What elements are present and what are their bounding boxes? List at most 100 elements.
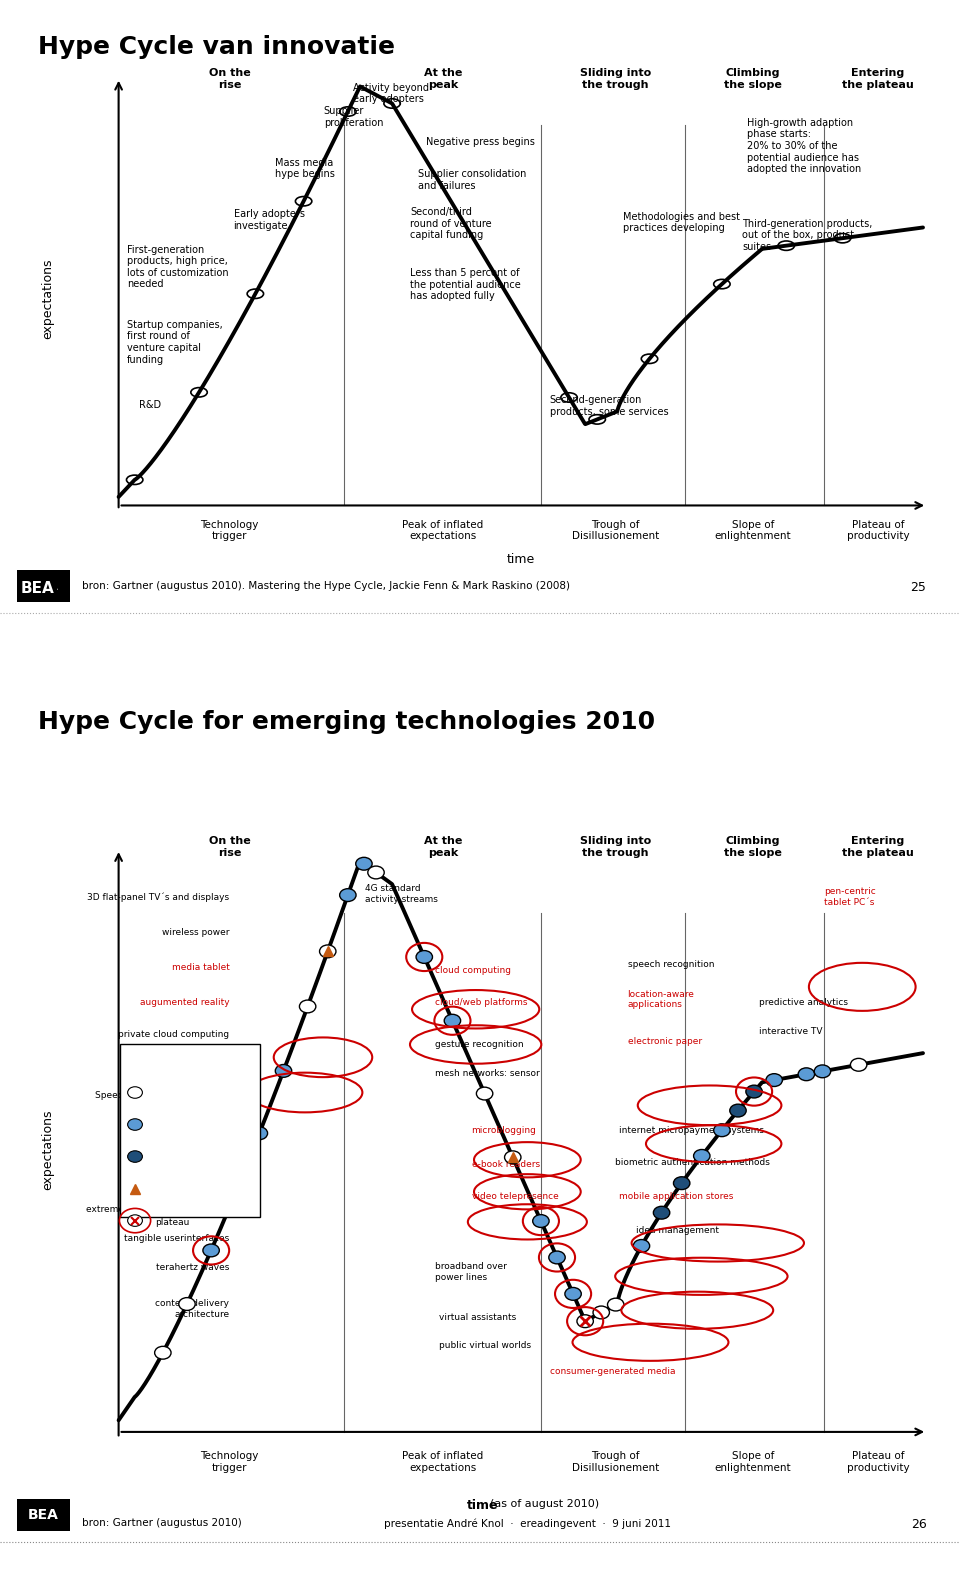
Text: Trough of
Disillusionement: Trough of Disillusionement: [571, 519, 659, 542]
Text: (as of august 2010): (as of august 2010): [491, 1499, 599, 1509]
Text: tangible userinterfaces: tangible userinterfaces: [124, 1235, 229, 1243]
Text: Peak of inflated
expectations: Peak of inflated expectations: [402, 519, 484, 542]
Circle shape: [356, 857, 372, 870]
Circle shape: [533, 1214, 549, 1228]
Text: Second/third
round of venture
capital funding: Second/third round of venture capital fu…: [410, 207, 492, 241]
Text: presentatie André Knol  ·  ereadingevent  ·  9 juni 2011: presentatie André Knol · ereadingevent ·…: [384, 1518, 671, 1529]
Text: BEA: BEA: [21, 581, 55, 596]
Circle shape: [564, 1287, 582, 1300]
Text: Hype Cycle for emerging technologies 2010: Hype Cycle for emerging technologies 201…: [38, 710, 656, 734]
Text: microblogging: microblogging: [471, 1126, 537, 1136]
Circle shape: [416, 951, 433, 964]
Text: First-generation
products, high price,
lots of customization
needed: First-generation products, high price, l…: [127, 245, 228, 290]
Circle shape: [798, 1067, 815, 1080]
Text: e-book readers: e-book readers: [471, 1160, 540, 1169]
Text: idea management: idea management: [636, 1225, 719, 1235]
Text: private cloud computing: private cloud computing: [118, 1031, 229, 1039]
Text: internet TV: internet TV: [179, 1061, 229, 1070]
Text: Entering
the plateau: Entering the plateau: [842, 68, 914, 91]
Circle shape: [577, 1314, 593, 1327]
Text: Supplier consolidation
and failures: Supplier consolidation and failures: [419, 169, 527, 191]
Circle shape: [276, 1064, 292, 1077]
Text: Mass media
hype begins: Mass media hype begins: [275, 158, 334, 180]
Text: social analytics: social analytics: [160, 1147, 229, 1157]
Text: 2 to 5 years: 2 to 5 years: [156, 1117, 209, 1126]
Text: mobile application stores: mobile application stores: [619, 1192, 733, 1201]
Text: internet micropayment systems: internet micropayment systems: [619, 1126, 764, 1136]
Text: On the
rise: On the rise: [208, 836, 251, 859]
Text: 4G standard
activity streams: 4G standard activity streams: [365, 884, 438, 903]
Text: Startup companies,
first round of
venture capital
funding: Startup companies, first round of ventur…: [127, 320, 223, 365]
Text: Negative press begins: Negative press begins: [426, 137, 536, 147]
Circle shape: [634, 1239, 650, 1252]
Text: broadband over
power lines: broadband over power lines: [435, 1262, 507, 1281]
Text: obsolete before
plateau: obsolete before plateau: [156, 1207, 227, 1227]
Text: electronic paper: electronic paper: [628, 1037, 702, 1045]
Text: Less than 5 percent of
the potential audience
has adopted fully: Less than 5 percent of the potential aud…: [410, 268, 520, 301]
Text: Activity beyond
early adopters: Activity beyond early adopters: [352, 83, 428, 104]
Text: context delivery
architecture: context delivery architecture: [156, 1300, 229, 1319]
Circle shape: [814, 1066, 830, 1078]
Text: time: time: [467, 1499, 498, 1512]
Text: speech recognition: speech recognition: [628, 961, 714, 969]
Text: cloud computing: cloud computing: [435, 967, 511, 975]
Text: Slope of
enlightenment: Slope of enlightenment: [715, 1451, 791, 1472]
Text: Climbing
the slope: Climbing the slope: [724, 836, 782, 859]
Text: public virtual worlds: public virtual worlds: [439, 1341, 531, 1349]
Circle shape: [340, 889, 356, 902]
Text: Technology
trigger: Technology trigger: [201, 519, 258, 542]
Text: BEA: BEA: [28, 1509, 60, 1521]
Circle shape: [549, 1251, 565, 1263]
Text: High-growth adaption
phase starts:
20% to 30% of the
potential audience has
adop: High-growth adaption phase starts: 20% t…: [747, 118, 861, 174]
Text: Early adopters
investigate: Early adopters investigate: [233, 209, 304, 231]
Text: Second-generation
products, some services: Second-generation products, some service…: [549, 395, 668, 417]
FancyBboxPatch shape: [17, 1499, 70, 1531]
Circle shape: [730, 1104, 746, 1117]
Text: extreme transaction processing: extreme transaction processing: [85, 1204, 229, 1214]
Text: Climbing
the slope: Climbing the slope: [724, 68, 782, 91]
Text: cloud/web platforms: cloud/web platforms: [435, 999, 527, 1007]
Text: 25: 25: [910, 581, 926, 594]
Circle shape: [203, 1244, 219, 1257]
Text: Trough of
Disillusionement: Trough of Disillusionement: [571, 1451, 659, 1472]
Text: Entering
the plateau: Entering the plateau: [842, 836, 914, 859]
FancyBboxPatch shape: [120, 1045, 260, 1217]
Text: media tablet: media tablet: [172, 964, 229, 972]
Text: wireless power: wireless power: [162, 927, 229, 937]
Text: consumer-generated media: consumer-generated media: [549, 1367, 675, 1376]
Text: Peak of inflated
expectations: Peak of inflated expectations: [402, 1451, 484, 1472]
Text: At the
peak: At the peak: [423, 836, 462, 859]
Circle shape: [746, 1085, 762, 1098]
Circle shape: [593, 1306, 610, 1319]
Text: 3D flat-panel TV´s and displays: 3D flat-panel TV´s and displays: [87, 892, 229, 902]
Text: Technology
trigger: Technology trigger: [201, 1451, 258, 1472]
Circle shape: [654, 1206, 670, 1219]
Text: Methodologies and best
practices developing: Methodologies and best practices develop…: [623, 212, 740, 233]
Text: 3D printing: 3D printing: [179, 1118, 229, 1128]
Text: Speech-to-Speech translation: Speech-to-Speech translation: [95, 1091, 229, 1099]
Circle shape: [320, 945, 336, 957]
Text: augumented reality: augumented reality: [140, 999, 229, 1007]
Circle shape: [476, 1086, 492, 1099]
Text: Plateau of
productivity: Plateau of productivity: [847, 1451, 909, 1472]
Text: BEA: BEA: [28, 580, 60, 593]
Circle shape: [693, 1150, 710, 1163]
Circle shape: [128, 1150, 142, 1163]
Text: gesture recognition: gesture recognition: [435, 1040, 523, 1048]
Text: predictive analytics: predictive analytics: [758, 999, 848, 1007]
Text: Slope of
enlightenment: Slope of enlightenment: [715, 519, 791, 542]
Text: BEA: BEA: [21, 581, 55, 596]
Text: expectations: expectations: [41, 258, 55, 339]
Text: interactive TV: interactive TV: [758, 1027, 823, 1035]
Text: mesh networks: sensor: mesh networks: sensor: [435, 1069, 540, 1078]
Text: Sliding into
the trough: Sliding into the trough: [580, 68, 651, 91]
Circle shape: [505, 1150, 521, 1164]
Text: Sliding into
the trough: Sliding into the trough: [580, 836, 651, 859]
Circle shape: [674, 1177, 690, 1190]
Circle shape: [179, 1298, 195, 1311]
Text: virtual assistants: virtual assistants: [439, 1313, 516, 1322]
Text: pen-centric
tablet PC´s: pen-centric tablet PC´s: [825, 887, 876, 906]
Circle shape: [851, 1058, 867, 1070]
Circle shape: [608, 1298, 624, 1311]
FancyBboxPatch shape: [17, 570, 70, 602]
